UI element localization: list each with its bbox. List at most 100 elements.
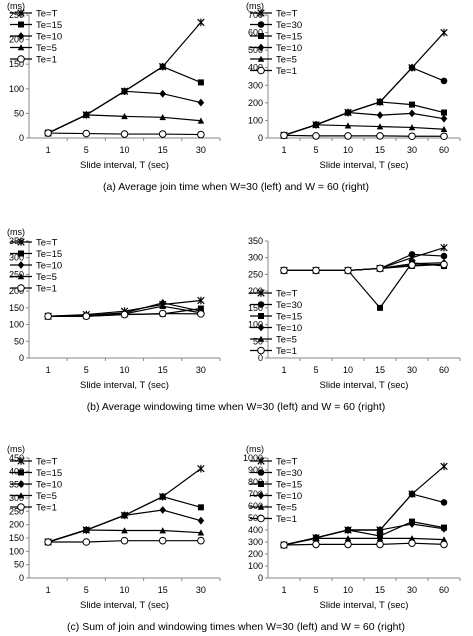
legend-label: Te=T	[36, 457, 58, 468]
x-tick-label: 60	[439, 365, 449, 375]
x-tick-label: 10	[119, 585, 129, 595]
legend-marker	[257, 346, 265, 355]
x-tick-label: 1	[281, 365, 286, 375]
data-point	[376, 132, 384, 140]
x-tick-label: 5	[84, 145, 89, 155]
legend-label: Te=30	[276, 468, 302, 479]
data-point	[159, 89, 166, 98]
legend-label: Te=10	[36, 32, 62, 43]
data-point	[376, 540, 384, 549]
y-tick-label: 1000	[243, 453, 263, 463]
data-point	[408, 539, 416, 548]
data-point	[197, 130, 205, 139]
y-tick-label: 100	[9, 84, 24, 94]
caption-b: (b) Average windowing time when W=30 (le…	[87, 401, 386, 413]
caption-a: (a) Average join time when W=30 (left) a…	[103, 181, 369, 193]
y-axis-title: (ms)	[246, 1, 264, 11]
series-line	[283, 537, 445, 546]
legend-marker	[257, 514, 265, 523]
legend-label: Te=5	[36, 43, 57, 54]
data-point	[280, 541, 288, 549]
legend-label: Te=15	[36, 468, 62, 479]
legend-marker	[17, 457, 25, 465]
legend-marker	[17, 32, 25, 40]
y-tick-label: 100	[9, 546, 24, 556]
x-tick-label: 15	[158, 145, 168, 155]
x-tick-label: 30	[196, 365, 206, 375]
x-tick-label: 10	[343, 365, 353, 375]
data-point	[159, 114, 166, 121]
data-point	[44, 312, 52, 321]
legend-marker	[257, 9, 265, 17]
y-tick-label: 150	[248, 303, 263, 313]
data-point	[197, 504, 204, 511]
legend-marker	[17, 273, 25, 280]
data-point	[280, 266, 288, 275]
y-tick-label: 250	[248, 269, 263, 279]
y-axis-title: (ms)	[7, 444, 25, 454]
data-point	[377, 98, 383, 105]
y-tick-label: 200	[248, 286, 263, 296]
data-point	[377, 304, 383, 311]
data-point	[197, 310, 205, 318]
data-point	[82, 538, 91, 546]
y-tick-label: 200	[9, 286, 24, 296]
data-point	[344, 266, 352, 275]
legend-marker	[257, 21, 265, 28]
y-tick-label: 50	[14, 108, 24, 118]
x-tick-label: 15	[375, 365, 385, 375]
legend-marker	[17, 238, 25, 246]
legend-marker	[17, 44, 25, 51]
data-point	[440, 243, 448, 252]
legend-marker	[257, 503, 265, 510]
data-point	[158, 309, 167, 318]
legend-label: Te=T	[276, 9, 298, 20]
x-tick-label: 1	[46, 145, 51, 155]
legend-label: Te=T	[36, 238, 58, 249]
legend-label: Te=1	[276, 66, 297, 77]
data-point	[159, 302, 166, 309]
data-point	[441, 109, 447, 116]
data-point	[120, 130, 129, 138]
data-point	[120, 310, 129, 319]
data-point	[440, 540, 448, 549]
legend-marker	[17, 480, 25, 488]
y-tick-label: 250	[9, 506, 24, 516]
y-tick-label: 300	[248, 80, 263, 90]
data-point	[312, 266, 320, 275]
x-tick-label: 5	[313, 585, 318, 595]
y-tick-label: 50	[14, 336, 24, 346]
legend-label: Te=15	[276, 32, 302, 43]
data-point	[344, 526, 352, 534]
legend-label: Te=5	[276, 335, 297, 346]
data-point	[312, 535, 320, 542]
y-tick-label: 0	[258, 353, 263, 363]
legend-marker	[258, 33, 264, 39]
data-point	[440, 114, 448, 123]
x-tick-label: 1	[281, 145, 286, 155]
y-tick-label: 0	[19, 353, 24, 363]
legend-label: Te=T	[36, 9, 58, 20]
data-point	[159, 63, 166, 70]
data-point	[121, 527, 128, 534]
legend-marker	[18, 21, 24, 28]
data-point	[344, 132, 352, 140]
y-tick-label: 600	[248, 501, 263, 511]
legend-marker	[257, 55, 265, 62]
legend-label: Te=5	[36, 272, 57, 283]
x-tick-label: 10	[343, 145, 353, 155]
data-point	[440, 28, 448, 37]
legend-label: Te=1	[36, 55, 57, 66]
x-tick-label: 1	[281, 585, 286, 595]
legend-label: Te=1	[276, 346, 297, 357]
series-line	[283, 542, 445, 546]
data-point	[280, 131, 288, 140]
y-tick-label: 300	[248, 537, 263, 547]
series-line	[284, 253, 445, 272]
data-point	[197, 296, 205, 305]
data-point	[197, 117, 205, 124]
data-point	[159, 493, 166, 500]
y-tick-label: 450	[9, 453, 24, 463]
